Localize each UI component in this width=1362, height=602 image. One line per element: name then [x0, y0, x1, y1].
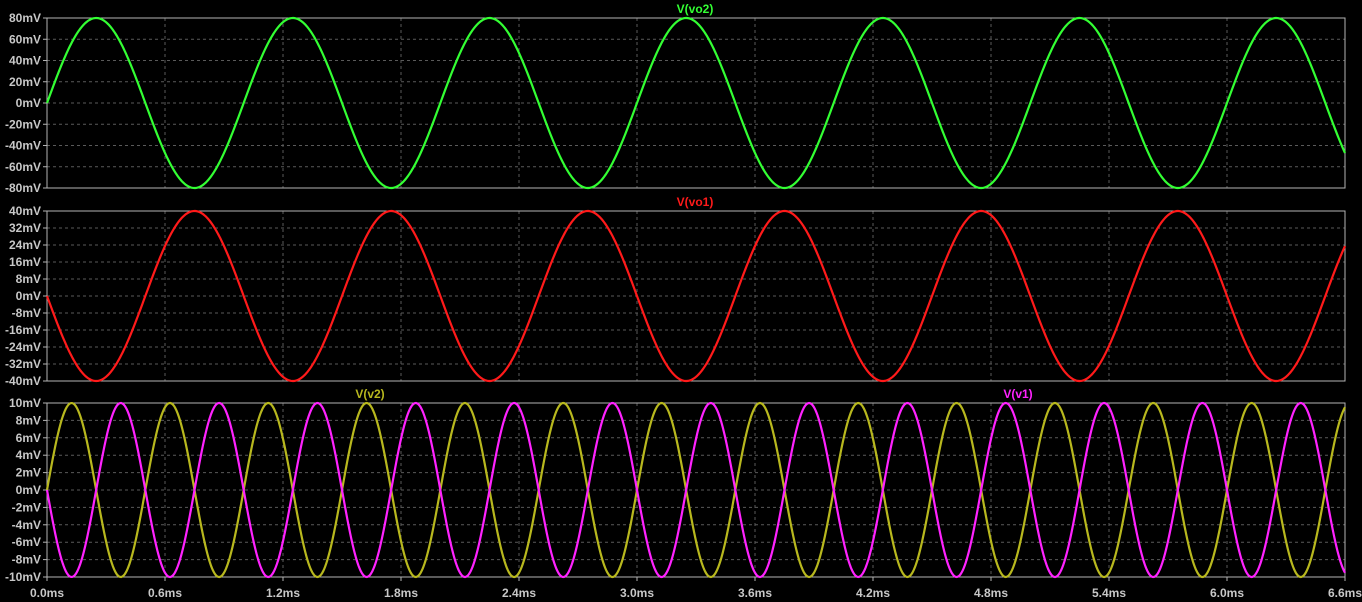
pane-1: 80mV 60mV 40mV 20mV 0mV -20mV -40mV -60mV -80mV V… — [5, 2, 1347, 195]
y-tick-label: 16mV — [9, 255, 41, 269]
trace-vv1 — [45, 401, 1346, 579]
x-tick-label: 0.0ms — [30, 586, 64, 600]
y-tick-label: 80mV — [9, 11, 41, 25]
y-tick-label: 20mV — [9, 75, 41, 89]
y-tick-label: 0mV — [16, 289, 41, 303]
x-tick-label: 6.6ms — [1328, 586, 1362, 600]
y-tick-label: -20mV — [5, 117, 41, 131]
y-tick-label: -6mV — [12, 535, 41, 549]
y-tick-label: 8mV — [16, 413, 41, 427]
y-tick-label: -8mV — [12, 553, 41, 567]
x-tick-label: 1.2ms — [266, 586, 300, 600]
y-tick-label: 2mV — [16, 466, 41, 480]
y-tick-label: 40mV — [9, 54, 41, 68]
y-tick-label: 40mV — [9, 204, 41, 218]
trace-label: V(vo1) — [677, 195, 714, 209]
y-tick-label: -16mV — [5, 323, 41, 337]
y-tick-label: -40mV — [5, 139, 41, 153]
y-tick-label: 24mV — [9, 238, 41, 252]
y-tick-label: 0mV — [16, 483, 41, 497]
y-tick-label: -24mV — [5, 340, 41, 354]
x-tick-label: 5.4ms — [1092, 586, 1126, 600]
y-tick-label: -10mV — [5, 570, 41, 584]
x-tick-label: 6.0ms — [1210, 586, 1244, 600]
y-tick-label: 6mV — [16, 431, 41, 445]
x-tick-label: 3.0ms — [620, 586, 654, 600]
y-tick-label: -4mV — [12, 518, 41, 532]
y-tick-label: 60mV — [9, 32, 41, 46]
x-tick-label: 2.4ms — [502, 586, 536, 600]
y-tick-label: 4mV — [16, 448, 41, 462]
x-tick-label: 0.6ms — [148, 586, 182, 600]
pane-3: 10mV 8mV 6mV 4mV 2mV 0mV -2mV -4mV -6mV -8mV -10mV… — [5, 387, 1362, 600]
y-tick-label: -32mV — [5, 357, 41, 371]
trace-label: V(vo2) — [677, 2, 714, 16]
x-tick-label: 4.8ms — [974, 586, 1008, 600]
y-tick-label: 32mV — [9, 221, 41, 235]
trace-label: V(v2) — [355, 387, 384, 401]
trace-vvo1 — [45, 209, 1347, 383]
y-tick-label: 8mV — [16, 272, 41, 286]
pane-2: 40mV 32mV 24mV 16mV 8mV 0mV -8mV -16mV -24mV -32m… — [5, 195, 1347, 388]
y-tick-label: 10mV — [9, 396, 41, 410]
trace-vvo2 — [45, 16, 1347, 190]
y-tick-label: -40mV — [5, 374, 41, 388]
y-tick-label: -80mV — [5, 181, 41, 195]
y-tick-label: -60mV — [5, 160, 41, 174]
trace-label: V(v1) — [1003, 387, 1032, 401]
y-tick-label: -8mV — [12, 306, 41, 320]
x-tick-label: 4.2ms — [856, 586, 890, 600]
x-tick-label: 1.8ms — [384, 586, 418, 600]
y-tick-label: -2mV — [12, 500, 41, 514]
y-tick-label: 0mV — [16, 96, 41, 110]
x-tick-label: 3.6ms — [738, 586, 772, 600]
